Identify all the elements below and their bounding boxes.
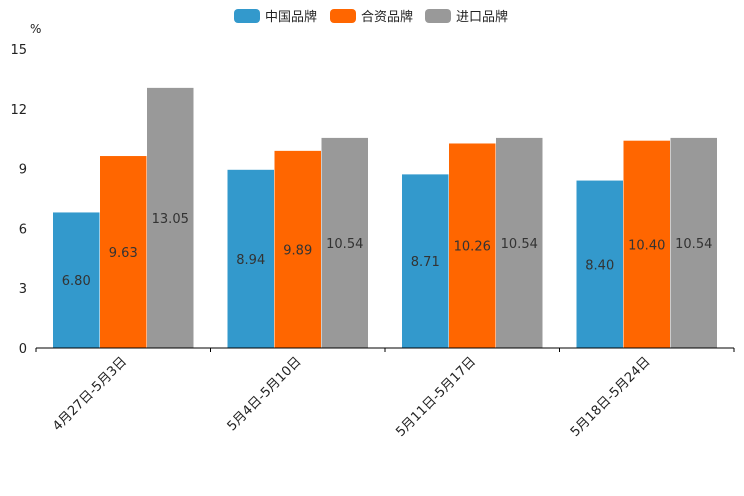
data-label: 9.89 <box>283 243 312 258</box>
x-category-label: 5月18日-5月24日 <box>568 354 654 440</box>
data-label: 6.80 <box>62 274 91 289</box>
bar <box>576 180 623 348</box>
y-tick-label: 12 <box>10 103 27 118</box>
x-axis: 4月27日-5月3日 5月4日-5月10日 5月11日-5月17日 5月18日-5月2… <box>35 347 735 440</box>
y-tick-label: 3 <box>19 282 27 297</box>
bar <box>321 137 368 348</box>
data-label: 10.54 <box>675 237 712 252</box>
bar <box>274 150 321 348</box>
bar <box>100 156 147 348</box>
legend-label: 合资品牌 <box>361 9 413 25</box>
legend-swatch <box>330 9 356 23</box>
bar <box>670 137 717 348</box>
data-label: 10.54 <box>501 237 538 252</box>
y-tick-label: 6 <box>19 222 27 237</box>
data-label: 8.40 <box>585 258 614 273</box>
x-category-label: 5月4日-5月10日 <box>225 354 305 434</box>
bar <box>147 87 194 349</box>
x-category-label: 5月11日-5月17日 <box>393 354 479 440</box>
y-tick-label: 15 <box>10 43 27 58</box>
data-label: 8.94 <box>236 253 265 268</box>
bar <box>53 212 100 348</box>
y-tick-label: 9 <box>19 163 27 178</box>
legend-swatch <box>234 9 260 23</box>
x-category-label: 4月27日-5月3日 <box>50 354 130 434</box>
y-axis-ticks: 0 3 6 9 12 15 <box>10 43 27 357</box>
data-label: 10.54 <box>326 237 363 252</box>
bar <box>227 169 274 348</box>
bars: 6.80 9.63 13.05 8.94 9.89 10.54 8.71 10.26 10.54… <box>53 87 717 349</box>
legend-label: 中国品牌 <box>265 9 317 25</box>
y-axis-unit: % <box>30 22 41 36</box>
bar <box>449 143 496 348</box>
bar <box>402 174 449 348</box>
legend-swatch <box>425 9 451 23</box>
data-label: 10.26 <box>454 240 491 255</box>
legend-label: 进口品牌 <box>456 9 508 25</box>
bar <box>496 137 543 348</box>
y-tick-label: 0 <box>19 342 27 357</box>
data-label: 9.63 <box>109 246 138 261</box>
bar <box>623 140 670 348</box>
legend: 中国品牌 合资品牌 进口品牌 <box>234 9 508 25</box>
data-label: 10.40 <box>628 238 665 253</box>
data-label: 13.05 <box>152 212 189 227</box>
data-label: 8.71 <box>411 255 440 270</box>
